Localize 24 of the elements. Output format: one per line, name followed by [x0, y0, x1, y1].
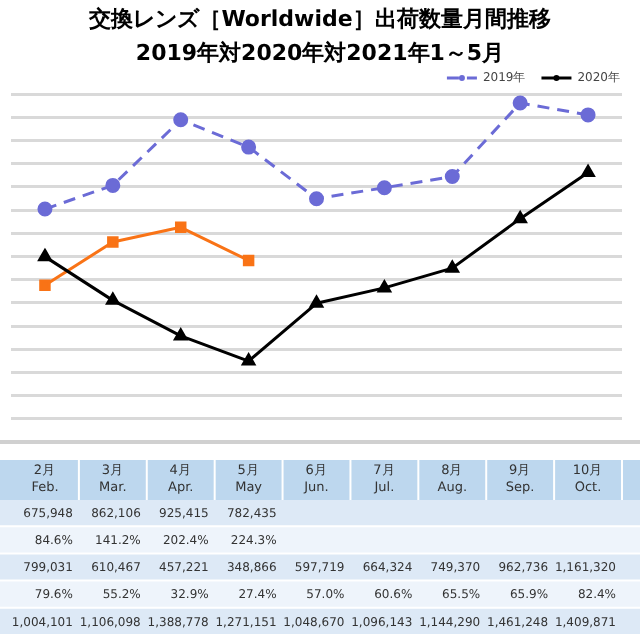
point: [580, 107, 596, 123]
point: [241, 353, 256, 366]
point: [38, 249, 52, 262]
point: [106, 292, 120, 305]
point: [242, 254, 255, 267]
point: [445, 260, 459, 273]
point: [173, 112, 189, 128]
point: [376, 180, 392, 196]
point: [39, 279, 51, 291]
chart-subtitle: 2019年対2020年対2021年1～5月: [135, 39, 505, 66]
point: [309, 295, 324, 308]
chart-title: 交換レンズ［Worldwide］出荷数量月間推移: [87, 5, 551, 32]
point: [107, 236, 119, 248]
point: [37, 201, 53, 217]
point: [444, 169, 460, 185]
point: [174, 221, 187, 234]
point: [513, 211, 527, 224]
point: [512, 95, 528, 111]
point: [174, 328, 188, 341]
point: [241, 139, 257, 155]
point: [105, 177, 121, 193]
point: [377, 280, 392, 293]
point: [581, 165, 595, 178]
point: [309, 191, 324, 207]
